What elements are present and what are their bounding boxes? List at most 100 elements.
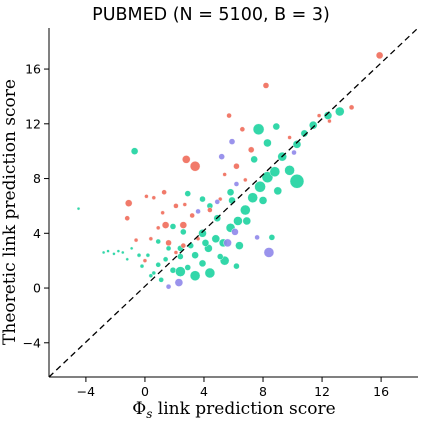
data-point-teal bbox=[300, 129, 309, 138]
data-point-teal bbox=[106, 249, 110, 253]
data-point-teal bbox=[165, 245, 172, 252]
data-point-red bbox=[189, 212, 195, 219]
data-point-teal bbox=[268, 234, 276, 241]
data-point-purple bbox=[233, 181, 240, 187]
data-point-red bbox=[160, 210, 165, 215]
x-tick-label: 0 bbox=[141, 384, 149, 399]
data-point-teal bbox=[155, 262, 161, 268]
reference-diagonal-line bbox=[48, 27, 419, 378]
data-point-teal bbox=[273, 186, 282, 196]
data-point-red bbox=[173, 250, 179, 255]
data-point-red bbox=[151, 195, 156, 200]
data-point-teal bbox=[204, 267, 216, 279]
data-point-teal bbox=[335, 106, 345, 117]
data-point-teal bbox=[254, 181, 266, 193]
x-axis-ticks: −4 0 4 8 12 16 bbox=[77, 377, 389, 399]
y-tick-label: −4 bbox=[23, 335, 41, 350]
x-axis-label: Φs link prediction score bbox=[132, 399, 335, 421]
data-point-teal bbox=[130, 147, 139, 155]
data-point-red bbox=[179, 221, 188, 229]
data-point-red bbox=[239, 126, 246, 132]
data-point-teal bbox=[155, 238, 161, 245]
data-point-teal bbox=[309, 120, 318, 130]
data-point-red bbox=[161, 221, 170, 229]
data-point-teal bbox=[175, 266, 186, 277]
data-point-purple bbox=[218, 153, 225, 160]
data-point-red bbox=[182, 202, 187, 207]
data-point-red bbox=[144, 194, 149, 199]
data-point-teal bbox=[169, 267, 177, 274]
data-point-red bbox=[207, 207, 213, 213]
data-point-red bbox=[375, 51, 384, 60]
data-point-teal bbox=[226, 188, 235, 196]
data-point-red bbox=[182, 155, 191, 164]
data-point-purple bbox=[223, 238, 232, 248]
data-point-purple bbox=[214, 199, 220, 205]
data-point-teal bbox=[112, 252, 116, 256]
data-point-red bbox=[161, 189, 167, 195]
data-point-teal bbox=[284, 165, 295, 176]
data-point-teal bbox=[151, 270, 156, 276]
data-point-teal bbox=[148, 273, 154, 278]
data-point-teal bbox=[121, 250, 125, 255]
chart-title: PUBMED (N = 5100, B = 3) bbox=[92, 5, 330, 25]
data-point-purple bbox=[231, 228, 239, 236]
data-point-red bbox=[180, 242, 187, 249]
data-point-teal bbox=[263, 138, 272, 148]
x-tick-label: 16 bbox=[373, 384, 389, 399]
data-point-teal bbox=[139, 263, 145, 269]
data-point-purple bbox=[195, 208, 201, 215]
data-point-teal bbox=[201, 239, 210, 247]
data-point-teal bbox=[162, 256, 169, 262]
data-point-purple bbox=[254, 234, 260, 241]
x-tick-label: 12 bbox=[314, 384, 330, 399]
x-tick-label: 8 bbox=[259, 384, 267, 399]
data-point-teal bbox=[129, 246, 134, 251]
data-point-teal bbox=[258, 196, 268, 205]
y-axis-label: Theoretic link prediction score bbox=[0, 79, 20, 345]
data-point-teal bbox=[292, 140, 302, 149]
data-point-teal bbox=[211, 234, 220, 243]
data-point-teal bbox=[242, 216, 251, 226]
x-axis-label-text: link prediction score bbox=[152, 399, 335, 419]
data-point-teal bbox=[191, 251, 199, 259]
data-point-teal bbox=[289, 174, 305, 189]
data-point-teal bbox=[125, 257, 129, 261]
data-point-teal bbox=[189, 270, 201, 281]
data-point-teal bbox=[269, 166, 281, 177]
data-point-purple bbox=[291, 149, 297, 156]
data-point-teal bbox=[136, 252, 142, 258]
data-point-red bbox=[243, 177, 248, 183]
data-point-teal bbox=[233, 262, 240, 270]
data-point-red bbox=[165, 239, 172, 247]
data-point-teal bbox=[235, 241, 244, 250]
data-point-teal bbox=[217, 253, 224, 260]
data-point-red bbox=[287, 135, 292, 140]
data-point-red bbox=[156, 225, 161, 231]
data-point-teal bbox=[198, 259, 207, 268]
data-point-teal bbox=[252, 123, 265, 135]
data-point-teal bbox=[158, 277, 164, 283]
y-axis-ticks: −4 0 4 8 12 16 bbox=[23, 62, 49, 350]
data-point-teal bbox=[101, 250, 106, 255]
data-point-teal bbox=[76, 206, 81, 211]
data-point-teal bbox=[199, 195, 206, 203]
data-point-teal bbox=[184, 190, 191, 197]
x-axis-label-subscript: s bbox=[146, 407, 152, 421]
data-point-red bbox=[124, 215, 130, 221]
data-point-red bbox=[248, 146, 255, 154]
data-point-red bbox=[233, 163, 240, 170]
data-point-purple bbox=[165, 283, 172, 290]
data-point-red bbox=[327, 118, 332, 124]
x-tick-label: 4 bbox=[200, 384, 208, 399]
data-point-teal bbox=[233, 216, 243, 226]
data-point-teal bbox=[228, 196, 236, 205]
data-point-teal bbox=[272, 122, 281, 131]
data-point-teal bbox=[169, 223, 177, 230]
data-point-teal bbox=[247, 192, 258, 203]
data-point-purple bbox=[228, 138, 236, 145]
data-point-teal bbox=[261, 171, 274, 183]
data-point-purple bbox=[174, 278, 184, 287]
data-point-purple bbox=[263, 247, 275, 258]
